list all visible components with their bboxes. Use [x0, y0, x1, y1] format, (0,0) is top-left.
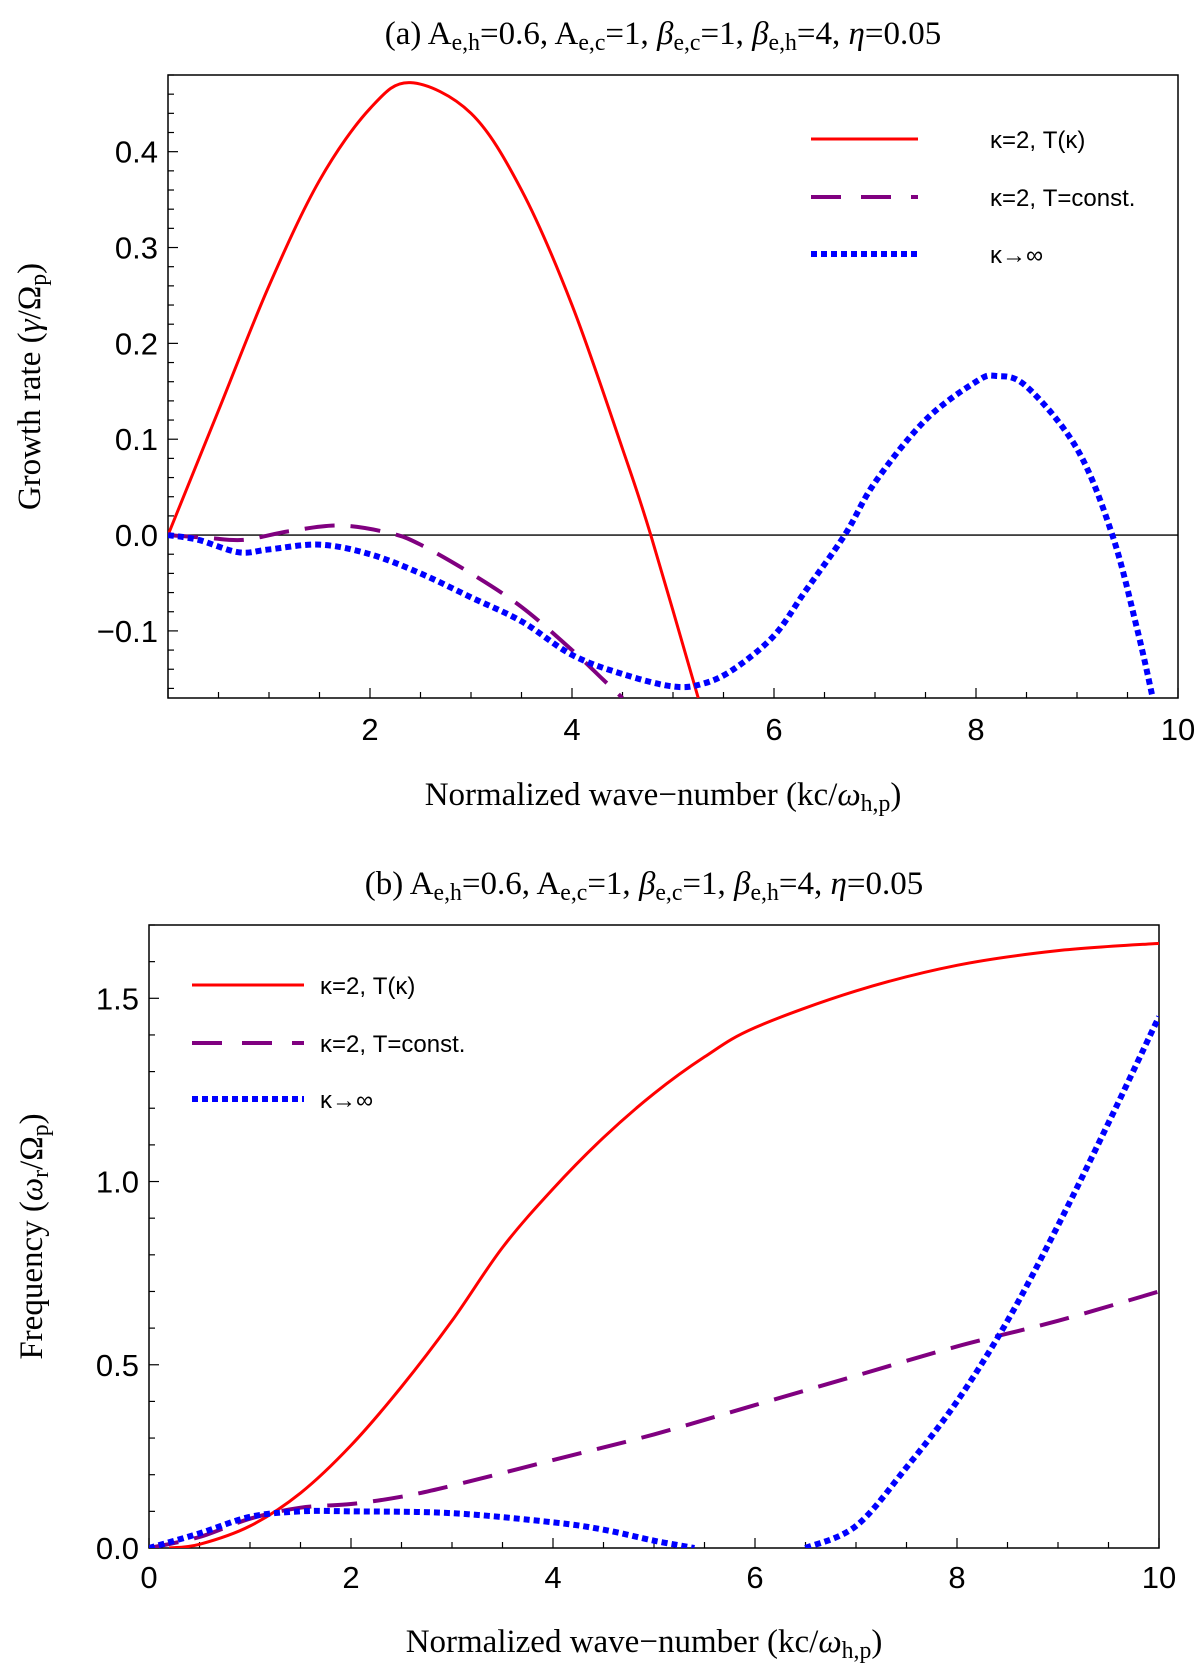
text-part: =0.05	[865, 16, 941, 52]
text-part: )	[14, 1113, 50, 1124]
text-part: Growth rate (	[12, 332, 48, 510]
text-part: )	[12, 263, 48, 274]
text-part: =1,	[605, 16, 657, 52]
subscript: e,h	[452, 30, 480, 56]
text-part: β	[751, 16, 769, 52]
subscript: e,h	[434, 880, 462, 906]
subscript: e,c	[560, 880, 587, 906]
text-part: β	[638, 866, 656, 902]
y-axis-label: Growth rate (γ/Ωp)	[12, 263, 52, 510]
chart-title: (a) Ae,h=0.6, Ae,c=1, βe,c=1, βe,h=4, η=…	[385, 16, 942, 56]
legend-label: κ→∞	[320, 1087, 373, 1114]
x-tick-label: 8	[967, 712, 984, 747]
text-part: =1,	[682, 866, 734, 902]
x-tick-label: 6	[765, 712, 782, 747]
text-part: β	[656, 16, 674, 52]
text-part: (a) A	[385, 16, 452, 52]
text-part: γ	[12, 318, 48, 332]
text-part: /Ω	[14, 1136, 50, 1170]
series-group	[168, 81, 1156, 698]
chart-panel-a: (a) Ae,h=0.6, Ae,c=1, βe,c=1, βe,h=4, η=…	[12, 16, 1195, 817]
legend-label: κ=2, T(κ)	[320, 973, 415, 1000]
subscript: h,p	[842, 1638, 872, 1664]
series-line-1	[168, 523, 624, 698]
subscript: p	[26, 274, 52, 286]
subscript: e,c	[673, 30, 700, 56]
series-line-0	[169, 941, 1159, 1548]
y-axis-label: Frequency (ωr/Ωp)	[14, 1113, 54, 1359]
series-line-2	[149, 1507, 695, 1548]
x-tick-label: 8	[948, 1560, 965, 1595]
y-tick-label: 1.0	[96, 1165, 139, 1200]
legend-label: κ=2, T=const.	[990, 185, 1135, 212]
y-tick-label: 0.0	[115, 518, 158, 553]
legend-label: κ→∞	[990, 242, 1043, 269]
text-part: =0.6, A	[480, 16, 579, 52]
text-part: ω	[818, 1624, 841, 1660]
text-part: Normalized wave−number (kc/	[425, 777, 838, 813]
text-part: )	[871, 1624, 882, 1660]
subscript: e,h	[769, 30, 797, 56]
y-tick-label: 0.1	[115, 422, 158, 457]
subscript: e,c	[578, 30, 605, 56]
subscript: r	[28, 1170, 54, 1178]
text-part: =4,	[779, 866, 831, 902]
y-tick-label: 0.2	[115, 326, 158, 361]
plot-frame	[148, 924, 1160, 1549]
text-part: =0.6, A	[462, 866, 561, 902]
text-part: =0.05	[847, 866, 923, 902]
y-tick-label: −0.1	[97, 614, 158, 649]
text-part: η	[849, 16, 865, 52]
legend-label: κ=2, T(κ)	[990, 127, 1085, 154]
text-part: β	[733, 866, 751, 902]
legend-label: κ=2, T=const.	[320, 1031, 465, 1058]
text-part: =1,	[700, 16, 752, 52]
y-tick-label: 0.4	[115, 135, 158, 170]
x-tick-label: 2	[342, 1560, 359, 1595]
subscript: e,h	[750, 880, 778, 906]
chart-panel-b: (b) Ae,h=0.6, Ae,c=1, βe,c=1, βe,h=4, η=…	[14, 866, 1176, 1664]
x-tick-label: 6	[746, 1560, 763, 1595]
text-part: η	[830, 866, 846, 902]
text-part: Normalized wave−number (kc/	[406, 1624, 819, 1660]
y-tick-label: 0.5	[96, 1348, 139, 1383]
text-part: ω	[14, 1178, 50, 1201]
y-tick-label: 1.5	[96, 981, 139, 1016]
series-line-2	[168, 372, 1156, 698]
series-group	[149, 941, 1159, 1548]
x-tick-label: 10	[1142, 1560, 1176, 1595]
x-tick-label: 2	[361, 712, 378, 747]
text-part: ω	[837, 777, 860, 813]
y-tick-label: 0.3	[115, 231, 158, 266]
x-axis-label: Normalized wave−number (kc/ωh,p)	[425, 777, 902, 817]
plot-frame	[167, 74, 1179, 699]
text-part: =1,	[587, 866, 639, 902]
x-tick-label: 10	[1161, 712, 1195, 747]
series-line-1	[149, 1289, 1159, 1548]
text-part: =4,	[797, 16, 849, 52]
subscript: e,c	[655, 880, 682, 906]
series-line-0	[168, 81, 700, 698]
chart-title: (b) Ae,h=0.6, Ae,c=1, βe,c=1, βe,h=4, η=…	[365, 866, 923, 906]
text-part: /Ω	[12, 286, 48, 320]
x-axis-label: Normalized wave−number (kc/ωh,p)	[406, 1624, 883, 1664]
x-tick-label: 4	[544, 1560, 561, 1595]
subscript: p	[28, 1124, 54, 1136]
x-tick-label: 0	[140, 1560, 157, 1595]
text-part: Frequency (	[14, 1201, 50, 1360]
series-line-2	[804, 1015, 1159, 1548]
x-tick-label: 4	[563, 712, 580, 747]
subscript: h,p	[861, 791, 891, 817]
y-tick-label: 0.0	[96, 1531, 139, 1566]
text-part: (b) A	[365, 866, 434, 902]
text-part: )	[890, 777, 901, 813]
